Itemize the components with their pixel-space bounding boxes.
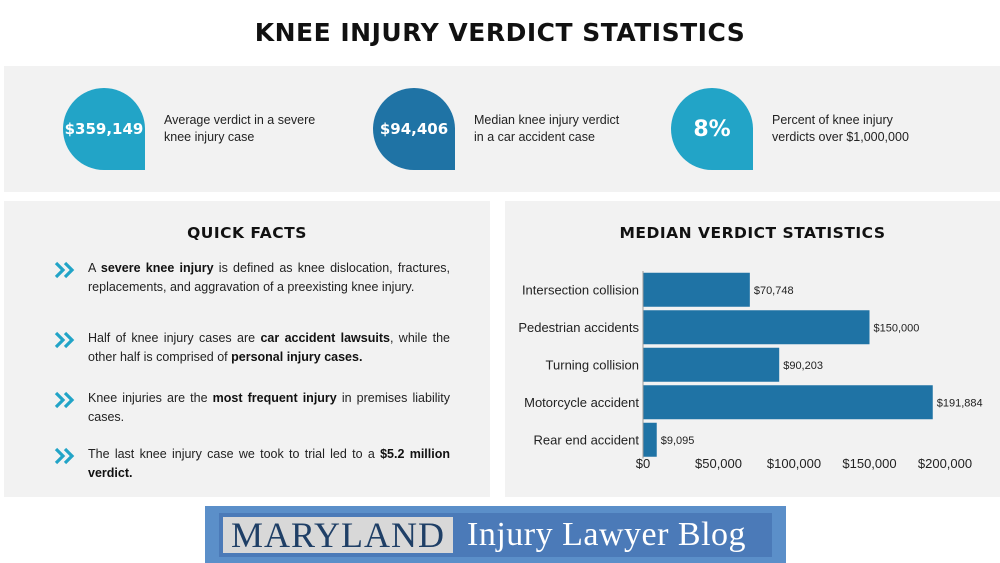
logo-word-blog: Injury Lawyer Blog — [467, 516, 747, 553]
quick-fact-item: Half of knee injury cases are car accide… — [54, 329, 450, 367]
teardrop-shape — [671, 88, 753, 170]
quick-fact-item: The last knee injury case we took to tri… — [54, 445, 450, 483]
stat-median-car-accident: $94,406 Median knee injury verdict in a … — [368, 88, 619, 170]
category-label: Turning collision — [546, 357, 639, 372]
stat-desc-line: in a car accident case — [474, 130, 595, 144]
stat-description: Percent of knee injury verdicts over $1,… — [772, 112, 922, 146]
median-verdict-bar-chart: Intersection collision $70,748 Pedestrian … — [518, 271, 983, 471]
stat-value: $359,149 — [64, 120, 144, 138]
stats-band: $359,149 Average verdict in a severe kne… — [4, 66, 1000, 192]
quick-fact-text: Knee injuries are the most frequent inju… — [88, 391, 450, 424]
category-label: Intersection collision — [522, 282, 639, 297]
x-tick-label: $0 — [636, 456, 650, 471]
median-verdict-panel: MEDIAN VERDICT STATISTICS Intersection c… — [505, 201, 1000, 497]
stat-desc-line: Average verdict in a severe — [164, 113, 316, 127]
quick-fact-text: Half of knee injury cases are car accide… — [88, 331, 450, 364]
blog-logo: MARYLAND Injury Lawyer Blog — [205, 506, 786, 563]
stat-percent-over-million: 8% Percent of knee injury verdicts over … — [666, 88, 922, 170]
quick-fact-text: The last knee injury case we took to tri… — [88, 447, 450, 480]
quick-facts-heading: QUICK FACTS — [187, 224, 307, 242]
x-tick-label: $100,000 — [767, 456, 821, 471]
teardrop-shape — [63, 88, 145, 170]
logo-word-maryland: MARYLAND — [231, 515, 446, 555]
stat-description: Average verdict in a severe knee injury … — [164, 112, 315, 146]
double-chevron-right-icon — [54, 389, 88, 427]
x-tick-label: $50,000 — [695, 456, 742, 471]
chart-title: MEDIAN VERDICT STATISTICS — [619, 224, 886, 242]
stat-average-verdict: $359,149 Average verdict in a severe kne… — [58, 88, 315, 170]
double-chevron-right-icon — [54, 329, 88, 367]
bar-data-label: $90,203 — [783, 360, 823, 372]
stat-desc-line: knee injury case — [164, 130, 255, 144]
quick-facts-panel: QUICK FACTS A severe knee injury is defi… — [4, 201, 490, 497]
chart-bar — [643, 272, 750, 307]
chart-bar — [643, 310, 870, 345]
double-chevron-right-icon — [54, 259, 88, 297]
quick-fact-text: A severe knee injury is defined as knee … — [88, 261, 450, 294]
quick-fact-item: Knee injuries are the most frequent inju… — [54, 389, 450, 427]
x-tick-label: $200,000 — [918, 456, 972, 471]
bar-data-label: $191,884 — [937, 397, 983, 409]
category-label: Motorcycle accident — [524, 395, 639, 410]
stat-drop-badge: $94,406 — [368, 88, 460, 170]
category-label: Rear end accident — [533, 432, 639, 447]
stat-drop-badge: 8% — [666, 88, 758, 170]
teardrop-shape — [373, 88, 455, 170]
quick-fact-item: A severe knee injury is defined as knee … — [54, 259, 450, 297]
page-title: KNEE INJURY VERDICT STATISTICS — [254, 18, 746, 47]
chart-bar — [643, 422, 657, 457]
category-label: Pedestrian accidents — [518, 320, 639, 335]
stat-value: $94,406 — [379, 120, 449, 138]
stat-value: 8% — [693, 116, 731, 142]
bar-data-label: $150,000 — [874, 322, 920, 334]
stat-desc-line: Median knee injury verdict — [474, 113, 620, 127]
x-tick-label: $150,000 — [842, 456, 896, 471]
bar-data-label: $9,095 — [661, 435, 695, 447]
chart-bar — [643, 347, 780, 382]
stat-drop-badge: $359,149 — [58, 88, 150, 170]
stat-description: Median knee injury verdict in a car acci… — [474, 112, 619, 146]
stat-desc-line: verdicts over $1,000,000 — [772, 130, 909, 144]
bar-data-label: $70,748 — [754, 285, 794, 297]
stat-desc-line: Percent of knee injury — [772, 113, 893, 127]
double-chevron-right-icon — [54, 445, 88, 483]
chart-bar — [643, 385, 933, 420]
